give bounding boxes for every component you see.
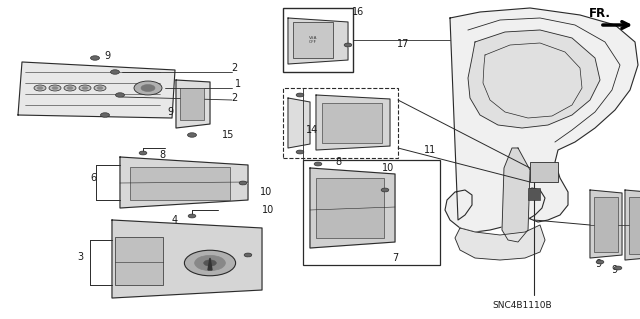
Circle shape [134,81,162,95]
Text: 10: 10 [382,163,394,173]
Circle shape [90,56,99,60]
Polygon shape [590,190,622,258]
Circle shape [49,85,61,91]
Text: 3: 3 [77,252,83,262]
Circle shape [596,260,604,264]
Bar [528,188,540,200]
Polygon shape [468,30,600,128]
Circle shape [204,260,216,266]
Polygon shape [310,168,395,248]
Bar [130,167,230,200]
Circle shape [195,255,225,271]
Polygon shape [288,98,310,148]
Bar [316,178,384,238]
Text: 17: 17 [397,39,409,49]
Polygon shape [112,220,262,298]
Text: 2: 2 [231,93,237,103]
Circle shape [614,266,622,270]
Text: 1: 1 [235,79,241,89]
Text: 6: 6 [90,173,96,183]
Text: 2: 2 [231,63,237,73]
Circle shape [100,113,109,117]
Text: VSA
OFF: VSA OFF [308,36,317,44]
Circle shape [115,93,125,97]
Polygon shape [502,148,530,242]
Text: 7: 7 [392,253,398,263]
Polygon shape [18,62,175,118]
Bar [594,197,618,252]
Text: 9: 9 [595,259,601,269]
Text: 9: 9 [104,51,110,61]
Text: 9: 9 [611,265,617,275]
Bar [115,237,163,285]
Bar [283,88,398,158]
Text: 10: 10 [260,187,272,197]
Bar [530,162,558,182]
Circle shape [37,86,43,90]
Text: 16: 16 [352,7,364,17]
Bar [322,103,382,143]
Circle shape [94,85,106,91]
Text: 11: 11 [424,145,436,155]
Polygon shape [445,8,638,232]
Bar [293,22,333,58]
Polygon shape [316,95,390,150]
Bar [283,8,353,72]
Circle shape [111,70,120,74]
Text: FR.: FR. [589,7,611,20]
Circle shape [314,162,322,166]
Circle shape [184,250,236,276]
Circle shape [34,85,46,91]
Circle shape [296,150,304,154]
Polygon shape [288,18,348,64]
Circle shape [344,43,352,47]
Polygon shape [455,225,545,260]
Text: 15: 15 [222,130,234,140]
Text: 8: 8 [335,157,341,167]
Circle shape [82,86,88,90]
Circle shape [67,86,73,90]
Circle shape [79,85,91,91]
Polygon shape [208,258,212,270]
Text: 9: 9 [167,107,173,117]
Polygon shape [120,157,248,208]
Text: 4: 4 [172,215,178,225]
Circle shape [52,86,58,90]
Circle shape [139,151,147,155]
Circle shape [296,93,304,97]
Text: 8: 8 [159,150,165,160]
Polygon shape [625,190,640,260]
Bar [303,160,440,265]
Bar [180,88,204,120]
Bar [629,197,640,254]
Text: 10: 10 [262,205,274,215]
Text: 14: 14 [306,125,318,135]
Text: SNC4B1110B: SNC4B1110B [492,300,552,309]
Circle shape [381,188,389,192]
Polygon shape [176,80,210,128]
Circle shape [141,85,155,92]
Circle shape [244,253,252,257]
Circle shape [64,85,76,91]
Circle shape [188,214,196,218]
Circle shape [239,181,247,185]
Circle shape [188,133,196,137]
Circle shape [97,86,103,90]
